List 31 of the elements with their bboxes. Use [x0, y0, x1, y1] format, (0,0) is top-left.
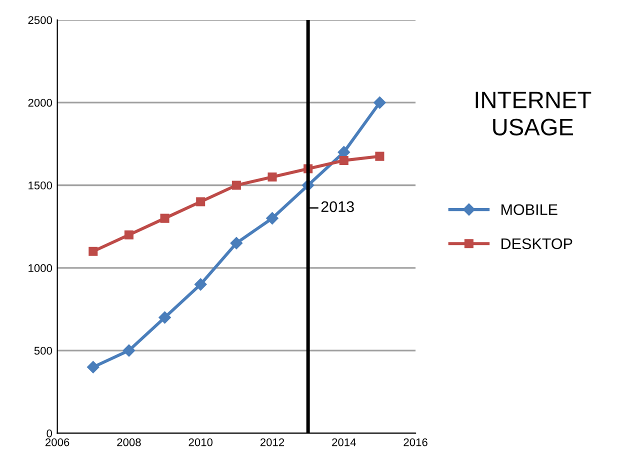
x-tick-label: 2012	[260, 438, 284, 446]
point	[374, 96, 386, 109]
legend-label: MOBILE	[502, 204, 558, 216]
point	[230, 237, 243, 250]
y-tick-label: 1000	[28, 264, 52, 272]
point	[266, 212, 278, 224]
x-tick-label: 2008	[117, 438, 141, 446]
y-tick-label: 0	[46, 429, 52, 438]
point	[158, 311, 171, 324]
point	[160, 214, 170, 223]
ref-line-label: 2013	[321, 201, 354, 212]
legend-label: DESKTOP	[502, 238, 572, 250]
point	[122, 344, 136, 357]
x-tick-label: 2014	[332, 438, 356, 446]
point	[124, 230, 134, 240]
text: INTERNET USAGE	[476, 92, 592, 136]
y-tick-label: 1500	[28, 182, 52, 190]
point	[339, 156, 348, 165]
y-tick-label: 2500	[28, 16, 52, 24]
point	[375, 152, 384, 161]
point	[196, 197, 206, 206]
point	[87, 360, 100, 374]
x-tick-label: 2010	[188, 438, 213, 446]
y-tick-label: 500	[34, 346, 52, 355]
x-tick-label: 2006	[46, 438, 70, 446]
point	[268, 172, 277, 182]
point	[88, 246, 98, 256]
point	[232, 180, 241, 190]
y-tick-label: 2000	[28, 98, 52, 107]
point	[194, 278, 207, 291]
x-tick-label: 2016	[404, 438, 428, 446]
